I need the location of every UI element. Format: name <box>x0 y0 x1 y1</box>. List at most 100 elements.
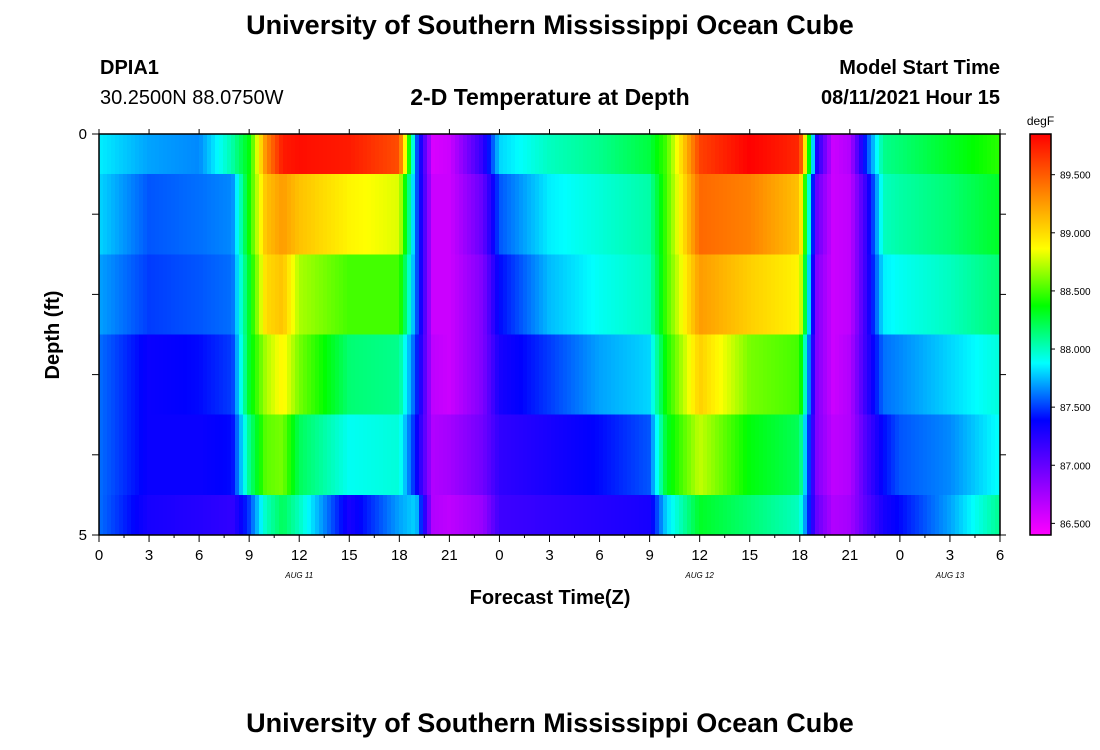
heatmap-cell <box>743 494 748 536</box>
heatmap-cell <box>127 254 132 335</box>
heatmap-cell <box>551 414 556 496</box>
heatmap-cell <box>211 414 216 496</box>
heatmap-cell <box>471 134 476 175</box>
heatmap-cell <box>527 334 532 416</box>
heatmap-cell <box>475 174 480 255</box>
heatmap-cell <box>551 334 556 416</box>
heatmap-cell <box>547 174 552 255</box>
heatmap-cell <box>643 414 648 496</box>
heatmap-cell <box>295 414 300 496</box>
heatmap-cell <box>511 414 516 496</box>
heatmap-cell <box>315 174 320 255</box>
heatmap-cell <box>407 494 412 536</box>
heatmap-cell <box>843 494 848 536</box>
heatmap-cell <box>419 134 424 175</box>
heatmap-cell <box>987 334 992 416</box>
heatmap-cell <box>839 494 844 536</box>
heatmap-cell <box>403 494 408 536</box>
heatmap-cell <box>263 414 268 496</box>
heatmap-cell <box>735 414 740 496</box>
heatmap-cell <box>179 254 184 335</box>
heatmap-cell <box>351 414 356 496</box>
heatmap-cell <box>603 494 608 536</box>
heatmap-cell <box>407 254 412 335</box>
heatmap-cell <box>171 134 176 175</box>
heatmap-cell <box>807 334 812 416</box>
heatmap-cell <box>175 134 180 175</box>
heatmap-cell <box>247 134 252 175</box>
heatmap-cell <box>715 174 720 255</box>
heatmap-cell <box>575 134 580 175</box>
heatmap-cell <box>387 174 392 255</box>
heatmap-cell <box>815 254 820 335</box>
heatmap-cell <box>275 494 280 536</box>
heatmap-cell <box>335 414 340 496</box>
heatmap-cell <box>151 494 156 536</box>
heatmap-cell <box>835 334 840 416</box>
heatmap-cell <box>787 334 792 416</box>
heatmap-cell <box>843 174 848 255</box>
heatmap-cell <box>843 254 848 335</box>
heatmap-cell <box>559 334 564 416</box>
heatmap-cell <box>687 334 692 416</box>
heatmap-cell <box>815 494 820 536</box>
heatmap-cell <box>299 334 304 416</box>
heatmap-cell <box>111 494 116 536</box>
heatmap-cell <box>867 414 872 496</box>
heatmap-cell <box>507 334 512 416</box>
heatmap-cell <box>955 254 960 335</box>
heatmap-cell <box>163 254 168 335</box>
heatmap-cell <box>423 494 428 536</box>
heatmap-cell <box>123 414 128 496</box>
heatmap-cell <box>187 494 192 536</box>
heatmap-cell <box>991 494 996 536</box>
heatmap-cell <box>667 334 672 416</box>
heatmap-cell <box>883 414 888 496</box>
model-start-time: 08/11/2021 Hour 15 <box>820 87 1000 109</box>
heatmap-cell <box>891 134 896 175</box>
heatmap-cell <box>275 334 280 416</box>
heatmap-cell <box>131 334 136 416</box>
heatmap-cell <box>771 134 776 175</box>
heatmap-cell <box>975 134 980 175</box>
heatmap-cell <box>591 174 596 255</box>
heatmap-cell <box>287 494 292 536</box>
heatmap-cell <box>899 494 904 536</box>
heatmap-cell <box>751 414 756 496</box>
heatmap-cell <box>655 174 660 255</box>
heatmap-cell <box>771 414 776 496</box>
heatmap-cell <box>251 494 256 536</box>
heatmap-cell <box>647 494 652 536</box>
heatmap-cell <box>483 494 488 536</box>
heatmap-cell <box>391 174 396 255</box>
heatmap-cell <box>447 134 452 175</box>
heatmap-cell <box>939 494 944 536</box>
heatmap-cell <box>623 174 628 255</box>
heatmap-cell <box>579 494 584 536</box>
heatmap-cell <box>591 134 596 175</box>
heatmap-cell <box>891 494 896 536</box>
heatmap-cell <box>931 254 936 335</box>
heatmap-cell <box>283 174 288 255</box>
heatmap-cell <box>115 414 120 496</box>
heatmap-cell <box>463 134 468 175</box>
heatmap-cell <box>731 134 736 175</box>
heatmap-cell <box>719 254 724 335</box>
heatmap-cell <box>979 134 984 175</box>
heatmap-cell <box>347 134 352 175</box>
heatmap-cell <box>839 174 844 255</box>
heatmap-cell <box>883 254 888 335</box>
heatmap-cell <box>599 414 604 496</box>
heatmap-cell <box>579 174 584 255</box>
heatmap-cell <box>203 334 208 416</box>
heatmap-cell <box>887 174 892 255</box>
heatmap-cell <box>107 174 112 255</box>
heatmap-cell <box>347 254 352 335</box>
heatmap-cell <box>351 134 356 175</box>
heatmap-cell <box>983 414 988 496</box>
heatmap-cell <box>895 254 900 335</box>
heatmap-cell <box>971 174 976 255</box>
heatmap-cell <box>195 254 200 335</box>
heatmap-cell <box>575 494 580 536</box>
heatmap-cell <box>859 254 864 335</box>
